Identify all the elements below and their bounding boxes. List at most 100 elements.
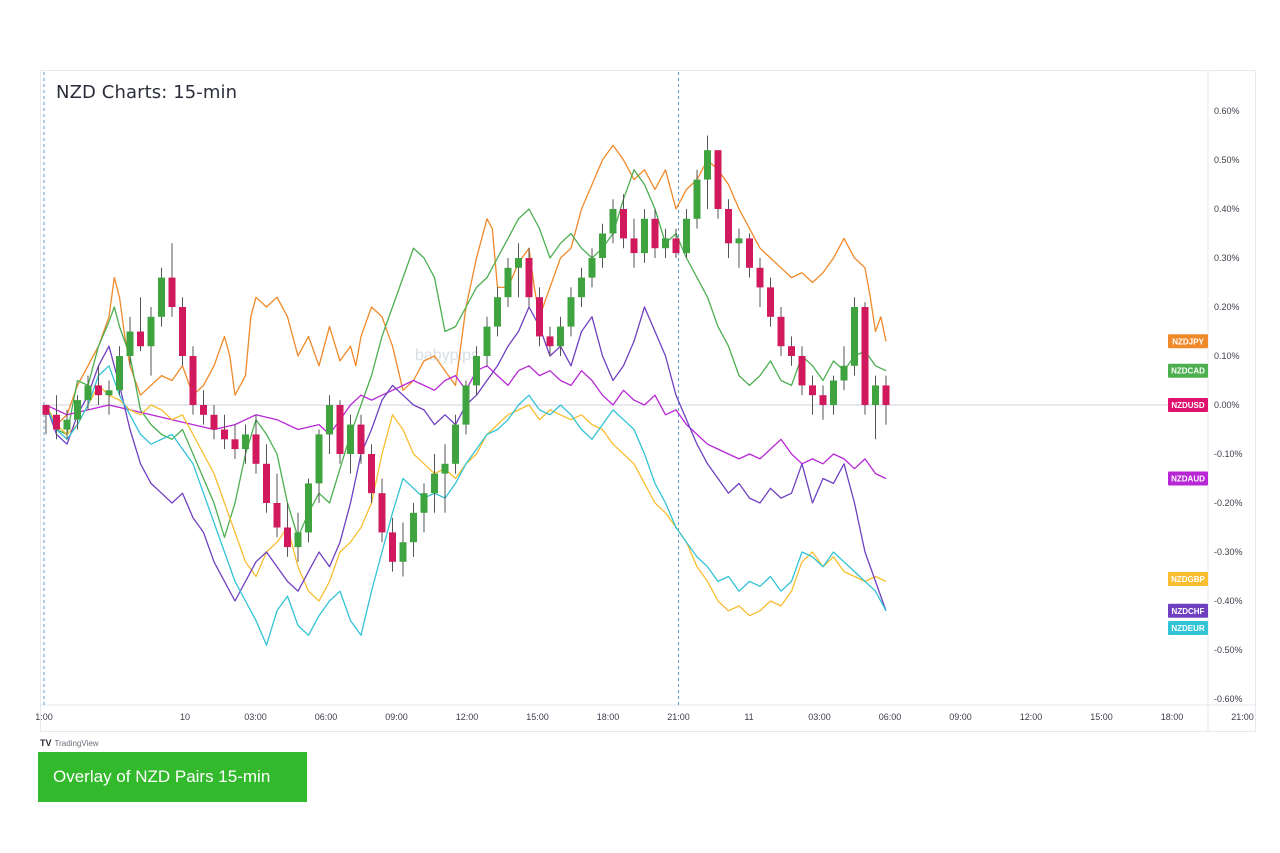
candle-body: [620, 209, 627, 239]
y-tick-label: 0.50%: [1214, 155, 1240, 165]
y-tick-label: 0.40%: [1214, 204, 1240, 214]
candle-body: [441, 463, 449, 474]
candle-body: [798, 356, 806, 386]
candle-body: [242, 434, 249, 450]
candle-body: [347, 424, 354, 454]
candle-body: [515, 258, 522, 268]
candle-body: [767, 287, 774, 317]
candle-body: [410, 512, 417, 543]
candle-body: [840, 365, 848, 381]
x-tick-label: 18:00: [597, 712, 620, 722]
pair-label-nzdjpy: NZDJPY: [1172, 337, 1204, 346]
candle-body: [74, 400, 81, 420]
candle-body: [462, 385, 470, 425]
candle-body: [263, 463, 270, 503]
candle-body: [315, 434, 323, 484]
candle-body: [872, 385, 879, 405]
candle-body: [294, 532, 302, 548]
tradingview-brand: TradingView: [54, 738, 99, 748]
candle-body: [357, 424, 365, 454]
pair-label-bg-nzdeur: [1168, 620, 1208, 635]
y-tick-label: 0.20%: [1214, 302, 1240, 312]
candle-body: [746, 238, 753, 268]
candle-body: [399, 542, 407, 562]
candle-body: [756, 267, 764, 288]
candle-body: [599, 233, 606, 258]
y-tick-label: -0.20%: [1214, 498, 1243, 508]
candle-body: [42, 405, 50, 415]
y-tick-label: 0.60%: [1214, 106, 1240, 116]
candle-body: [336, 405, 344, 454]
candle-body: [725, 209, 732, 244]
x-tick-label: 21:00: [667, 712, 690, 722]
candle-body: [714, 150, 722, 209]
candle-body: [137, 331, 144, 347]
candle-body: [389, 532, 396, 562]
series-line-nzdaud: [45, 365, 887, 480]
x-tick-label: 11: [744, 712, 753, 722]
candle-body: [641, 218, 648, 254]
y-tick-label: -0.40%: [1214, 596, 1243, 606]
series-line-nzdjpy: [45, 144, 887, 426]
candle-body: [168, 277, 176, 307]
y-tick-label: 0.30%: [1214, 253, 1240, 263]
pair-label-nzdgbp: NZDGBP: [1171, 575, 1205, 584]
candle-body: [809, 385, 816, 396]
candle-body: [431, 473, 438, 494]
x-tick-label: 1:00: [35, 712, 53, 722]
y-tick-label: 0.10%: [1214, 351, 1240, 361]
x-tick-label: 09:00: [949, 712, 972, 722]
x-tick-label: 09:00: [385, 712, 408, 722]
candle-body: [368, 454, 375, 494]
candle-body: [189, 356, 197, 405]
candle-body: [588, 258, 596, 278]
candle-body: [557, 326, 564, 347]
candle-body: [777, 316, 785, 347]
candle-body: [284, 527, 291, 548]
x-tick-label: 12:00: [456, 712, 479, 722]
pair-label-bg-nzdcad: [1168, 363, 1208, 378]
candle-body: [651, 218, 659, 249]
y-tick-label: -0.30%: [1214, 547, 1243, 557]
candle-body: [105, 390, 113, 396]
tradingview-logo-icon: TV: [40, 738, 52, 748]
candle-body: [252, 434, 260, 464]
candle-body: [672, 238, 680, 254]
candle-body: [473, 356, 480, 386]
candle-body: [63, 419, 71, 430]
watermark-text: babypips: [415, 347, 479, 364]
pair-label-nzdchf: NZDCHF: [1172, 607, 1205, 616]
candle-body: [95, 385, 102, 396]
candle-body: [662, 238, 669, 249]
tradingview-logo: TV TradingView: [40, 738, 99, 748]
pair-label-nzdusd: NZDUSD: [1171, 401, 1205, 410]
x-tick-label: 06:00: [315, 712, 338, 722]
x-tick-label: 18:00: [1161, 712, 1184, 722]
pair-label-bg-nzdaud: [1168, 471, 1208, 486]
x-tick-label: 15:00: [1090, 712, 1113, 722]
candle-body: [452, 424, 459, 464]
candle-body: [504, 267, 512, 298]
caption-banner: Overlay of NZD Pairs 15-min: [38, 752, 307, 802]
pair-label-bg-nzdchf: [1168, 603, 1208, 618]
candle-body: [378, 493, 386, 533]
candle-body: [53, 414, 60, 430]
candle-body: [525, 258, 533, 298]
candle-body: [326, 405, 333, 435]
x-tick-label: 03:00: [808, 712, 831, 722]
x-tick-label: 06:00: [879, 712, 902, 722]
pair-label-nzdcad: NZDCAD: [1171, 367, 1205, 376]
candle-body: [704, 150, 711, 180]
y-tick-label: -0.60%: [1214, 694, 1243, 704]
candle-body: [116, 356, 123, 391]
pair-label-nzdaud: NZDAUD: [1171, 475, 1205, 484]
candle-body: [546, 336, 554, 347]
candle-body: [210, 414, 218, 430]
candle-body: [830, 380, 837, 405]
candle-body: [147, 316, 155, 347]
candle-body: [788, 346, 795, 356]
candle-body: [735, 238, 743, 244]
candle-body: [126, 331, 134, 356]
candle-body: [273, 503, 281, 528]
